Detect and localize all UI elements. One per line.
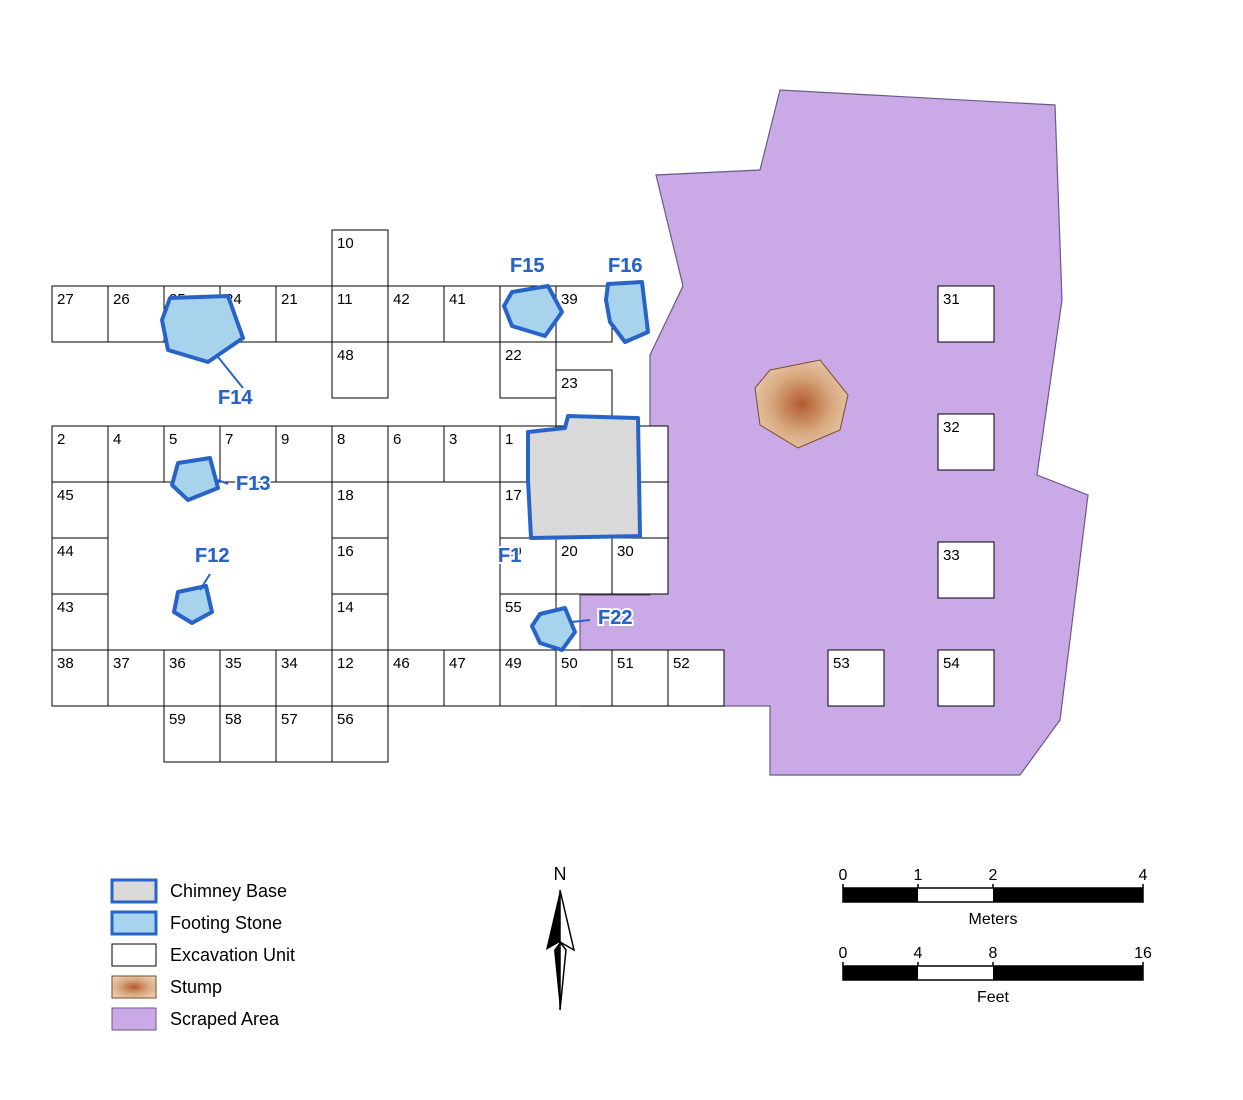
svg-text:33: 33 (943, 547, 960, 564)
svg-text:11: 11 (337, 291, 353, 308)
svg-text:N: N (554, 864, 567, 884)
svg-text:42: 42 (393, 291, 410, 308)
svg-text:57: 57 (281, 711, 298, 728)
legend-swatch (112, 912, 156, 934)
svg-text:1: 1 (914, 867, 923, 884)
svg-text:Meters: Meters (969, 911, 1018, 928)
svg-text:16: 16 (1134, 945, 1152, 962)
svg-text:20: 20 (561, 543, 578, 560)
svg-text:55: 55 (505, 599, 522, 616)
svg-text:45: 45 (57, 487, 74, 504)
svg-text:59: 59 (169, 711, 186, 728)
svg-text:6: 6 (393, 431, 401, 448)
feature-label: F16 (608, 255, 642, 277)
legend-swatch (112, 880, 156, 902)
svg-text:32: 32 (943, 419, 960, 436)
legend-label: Chimney Base (170, 881, 287, 901)
svg-text:Feet: Feet (977, 989, 1010, 1006)
svg-text:27: 27 (57, 291, 74, 308)
legend-label: Scraped Area (170, 1009, 280, 1029)
feature-label: F1 (498, 545, 521, 567)
svg-text:58: 58 (225, 711, 242, 728)
feature-f22 (532, 608, 575, 650)
legend-swatch (112, 944, 156, 966)
scale-meters-seg (993, 888, 1143, 902)
legend-swatch (112, 1008, 156, 1030)
svg-text:17: 17 (505, 487, 522, 504)
scale-feet-seg (843, 966, 918, 980)
scale-feet-seg (993, 966, 1143, 980)
svg-text:31: 31 (943, 291, 960, 308)
svg-text:4: 4 (914, 945, 923, 962)
legend-label: Stump (170, 977, 222, 997)
feature-label: F12 (195, 545, 229, 567)
svg-text:10: 10 (337, 235, 354, 252)
feature-label: F22 (598, 607, 632, 629)
svg-text:49: 49 (505, 655, 522, 672)
svg-text:8: 8 (337, 431, 345, 448)
legend-label: Excavation Unit (170, 945, 295, 965)
svg-text:21: 21 (281, 291, 298, 308)
svg-text:36: 36 (169, 655, 186, 672)
svg-text:47: 47 (449, 655, 466, 672)
svg-text:14: 14 (337, 599, 354, 616)
svg-text:46: 46 (393, 655, 410, 672)
svg-text:48: 48 (337, 347, 354, 364)
svg-text:18: 18 (337, 487, 354, 504)
svg-text:2: 2 (989, 867, 998, 884)
svg-text:23: 23 (561, 375, 578, 392)
svg-text:2: 2 (57, 431, 65, 448)
svg-text:44: 44 (57, 543, 74, 560)
svg-text:26: 26 (113, 291, 130, 308)
svg-text:5: 5 (169, 431, 177, 448)
svg-text:54: 54 (943, 655, 960, 672)
svg-text:1: 1 (505, 431, 513, 448)
svg-text:37: 37 (113, 655, 130, 672)
svg-text:0: 0 (839, 945, 848, 962)
svg-text:53: 53 (833, 655, 850, 672)
svg-text:30: 30 (617, 543, 634, 560)
svg-text:41: 41 (449, 291, 466, 308)
svg-text:50: 50 (561, 655, 578, 672)
svg-text:9: 9 (281, 431, 289, 448)
svg-text:51: 51 (617, 655, 634, 672)
svg-text:0: 0 (839, 867, 848, 884)
svg-text:38: 38 (57, 655, 74, 672)
svg-text:4: 4 (1139, 867, 1148, 884)
svg-text:3: 3 (449, 431, 457, 448)
feature-label: F13 (236, 473, 270, 495)
svg-text:8: 8 (989, 945, 998, 962)
legend-label: Footing Stone (170, 913, 282, 933)
svg-text:7: 7 (225, 431, 233, 448)
legend-swatch (112, 976, 156, 998)
svg-text:56: 56 (337, 711, 354, 728)
svg-text:16: 16 (337, 543, 354, 560)
svg-text:35: 35 (225, 655, 242, 672)
feature-f1 (528, 416, 640, 538)
feature-label: F14 (218, 387, 253, 409)
svg-text:43: 43 (57, 599, 74, 616)
feature-label: F15 (510, 255, 544, 277)
svg-text:39: 39 (561, 291, 578, 308)
scale-meters-seg (843, 888, 918, 902)
svg-text:34: 34 (281, 655, 298, 672)
svg-text:52: 52 (673, 655, 690, 672)
svg-text:12: 12 (337, 655, 354, 672)
svg-text:22: 22 (505, 347, 522, 364)
svg-text:4: 4 (113, 431, 121, 448)
